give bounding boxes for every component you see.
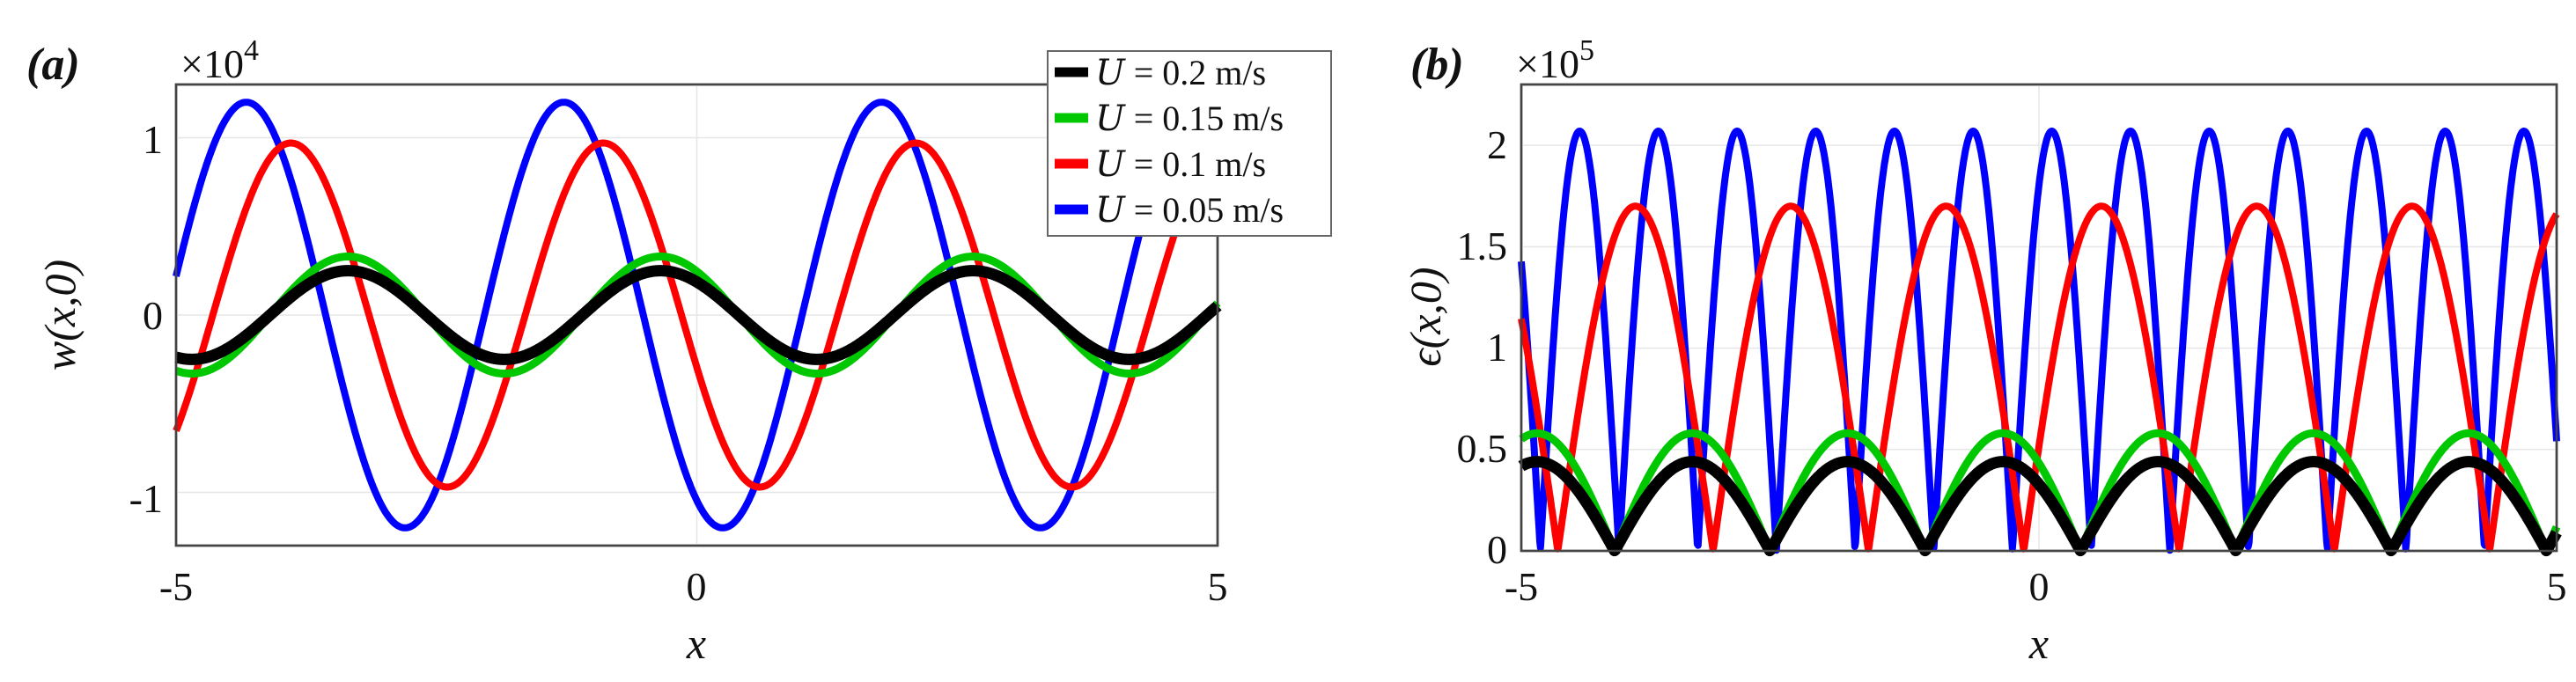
y-tick-a-1: 0 xyxy=(143,293,163,338)
legend-label-1: 𝑈 = 0.15 m/s xyxy=(1095,99,1284,138)
series-line-b-2 xyxy=(1518,202,2560,553)
series-line-a-0 xyxy=(171,265,1223,365)
y-tick-b-0: 0 xyxy=(1487,527,1507,572)
x-tick-a-2: 5 xyxy=(1208,564,1228,609)
curves-a xyxy=(171,99,1223,532)
x-tick-b-2: 5 xyxy=(2547,564,2567,609)
plot-frame-b xyxy=(1520,83,2558,553)
y-tick-a-0: -1 xyxy=(129,476,163,521)
legend-label-2: 𝑈 = 0.1 m/s xyxy=(1095,144,1266,184)
x-axis-label-b: x xyxy=(2028,619,2049,668)
panel-a-multiplier: ×104 xyxy=(180,34,259,86)
legend-label-3: 𝑈 = 0.05 m/s xyxy=(1095,190,1284,230)
panel-b: (b) ×105 -5 0 5 0 0.5 1 1.5 2 x ϵ(x,0) xyxy=(1401,34,2567,668)
legend: 𝑈 = 0.2 m/s 𝑈 = 0.15 m/s 𝑈 = 0.1 m/s 𝑈 =… xyxy=(1047,50,1332,237)
legend-label-0: 𝑈 = 0.2 m/s xyxy=(1095,53,1266,92)
plot-frame-a xyxy=(174,83,1219,547)
x-tick-b-0: -5 xyxy=(1505,564,1538,609)
y-axis-label-b: ϵ(x,0) xyxy=(1401,267,1450,366)
y-tick-b-1: 0.5 xyxy=(1457,426,1508,471)
legend-box xyxy=(1047,50,1332,237)
series-line-a-3 xyxy=(173,99,1221,532)
series-line-b-3 xyxy=(1518,128,2560,554)
y-tick-b-3: 1.5 xyxy=(1457,224,1508,268)
y-axis-label-a: w(x,0) xyxy=(35,260,85,370)
y-tick-a-2: 1 xyxy=(143,117,163,162)
curves-b xyxy=(1516,128,2562,557)
panel-a: (a) ×104 -5 0 5 -1 0 1 x w(x,0) 𝑈 = 0.2 … xyxy=(26,34,1332,668)
y-tick-b-4: 2 xyxy=(1487,122,1507,167)
x-tick-a-1: 0 xyxy=(687,564,707,609)
panel-b-label: (b) xyxy=(1410,40,1464,90)
x-tick-a-0: -5 xyxy=(159,564,193,609)
panel-a-label: (a) xyxy=(26,40,80,90)
x-tick-b-1: 0 xyxy=(2029,564,2050,609)
y-tick-b-2: 1 xyxy=(1487,325,1507,370)
panel-b-multiplier: ×105 xyxy=(1516,34,1594,86)
series-line-a-2 xyxy=(173,139,1221,491)
series-line-b-0 xyxy=(1516,456,2562,557)
x-axis-label-a: x xyxy=(686,619,706,668)
